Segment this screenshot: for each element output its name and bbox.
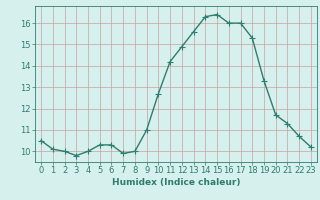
X-axis label: Humidex (Indice chaleur): Humidex (Indice chaleur) xyxy=(112,178,240,187)
